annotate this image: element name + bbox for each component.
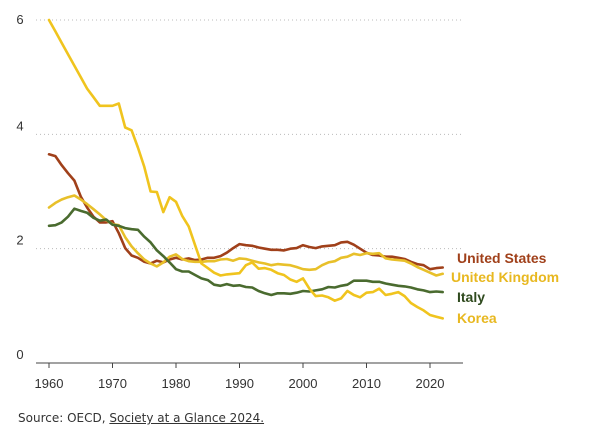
- gridlines: [36, 19, 463, 364]
- series-label-united-kingdom: United Kingdom: [451, 269, 559, 285]
- series-lines: [47, 18, 444, 320]
- source-prefix: Source: OECD,: [18, 411, 110, 425]
- series-line-united-kingdom: [47, 194, 444, 277]
- x-tick-label: 1990: [225, 376, 254, 391]
- y-tick-label: 0: [16, 347, 23, 362]
- x-tick-label: 1960: [35, 376, 64, 391]
- y-tick-label: 2: [16, 233, 23, 248]
- x-tick-label: 1970: [98, 376, 127, 391]
- source-link[interactable]: Society at a Glance 2024.: [109, 411, 265, 425]
- series-label-italy: Italy: [457, 289, 485, 305]
- series-line-united-states: [47, 153, 444, 271]
- y-tick-label: 6: [16, 12, 23, 27]
- series-labels: United States United Kingdom Italy Korea: [451, 250, 559, 326]
- series-line-korea: [47, 18, 444, 320]
- x-tick-label: 2020: [416, 376, 445, 391]
- x-tick-label: 2010: [352, 376, 381, 391]
- x-tick-label: 1980: [162, 376, 191, 391]
- x-tick-label: 2000: [289, 376, 318, 391]
- series-label-united-states: United States: [457, 250, 547, 266]
- series-line-italy: [47, 207, 444, 297]
- series-label-korea: Korea: [457, 310, 497, 326]
- y-tick-label: 4: [16, 118, 23, 133]
- source-note: Source: OECD, Society at a Glance 2024.: [18, 411, 264, 425]
- axis-ticks: 0 2 4 6 1960 1970 1980 1990 2000 2010 2020: [16, 12, 444, 391]
